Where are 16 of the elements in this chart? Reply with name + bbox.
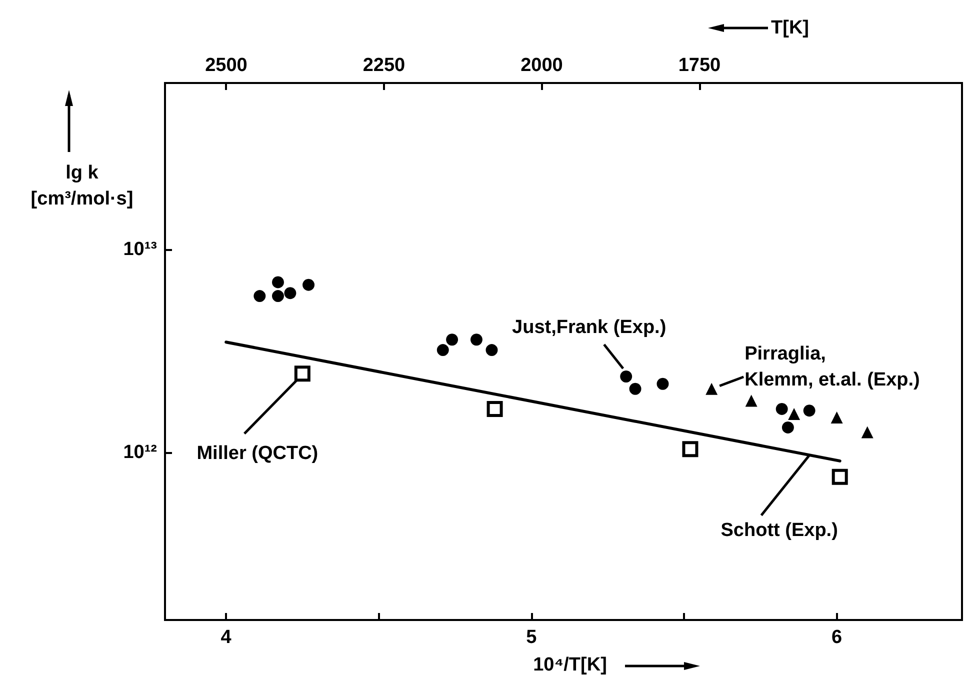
y-axis-title: lg k [cm³/mol·s]	[30, 162, 134, 210]
x2-tick-label: 1750	[678, 55, 721, 76]
x2-axis-title: T[K]	[771, 18, 809, 38]
y-tick-label: 10¹²	[123, 442, 157, 464]
annotation: Pirraglia, Klemm, et.al. (Exp.)	[744, 343, 920, 390]
x-tick-label: 5	[526, 627, 538, 648]
annotation: Schott (Exp.)	[720, 520, 838, 541]
x-tick-label: 4	[220, 627, 232, 648]
x-axis-title: 10⁴/T[K]	[533, 654, 607, 676]
annotation: Miller (QCTC)	[196, 443, 318, 464]
y-tick-label: 10¹³	[123, 238, 157, 260]
x2-tick-label: 2500	[205, 55, 248, 76]
annotation: Just,Frank (Exp.)	[512, 317, 666, 338]
x2-tick-label: 2250	[362, 55, 406, 76]
x2-tick-label: 2000	[520, 55, 563, 76]
x-tick-label: 6	[832, 627, 842, 648]
